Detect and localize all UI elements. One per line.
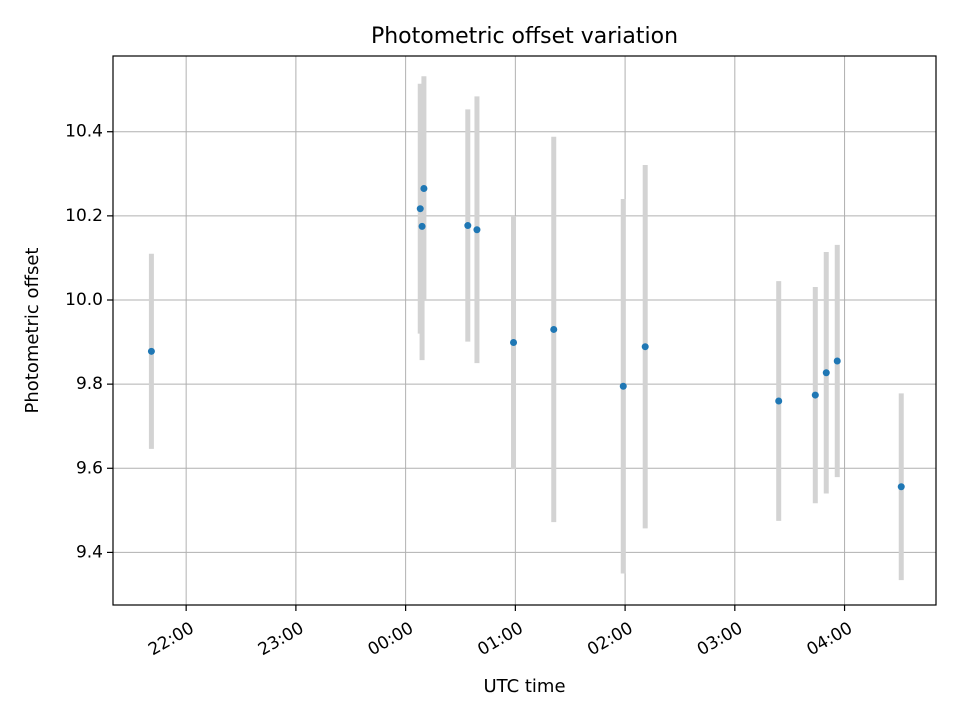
y-tick-label: 9.4 [76, 542, 103, 562]
data-point [418, 222, 426, 230]
y-tick-label: 10.0 [65, 290, 103, 310]
y-tick-label: 10.2 [65, 206, 103, 226]
y-tick-label: 10.4 [65, 122, 103, 142]
y-tick-label: 9.8 [76, 374, 103, 394]
x-axis-label: UTC time [483, 676, 565, 697]
y-tick-label: 9.6 [76, 458, 103, 478]
data-point [641, 343, 649, 351]
data-point [473, 226, 481, 234]
data-point [510, 338, 518, 346]
data-point [775, 397, 783, 405]
data-point [897, 483, 905, 491]
chart-title: Photometric offset variation [371, 24, 678, 49]
plot-frame [112, 55, 937, 606]
data-point [550, 325, 558, 333]
data-points [147, 185, 905, 491]
data-point [833, 357, 841, 365]
data-point [811, 391, 819, 399]
data-point [416, 205, 424, 213]
y-axis-label: Photometric offset [22, 248, 43, 414]
data-point [147, 347, 155, 355]
data-point [420, 185, 428, 193]
y-axis-ticks: 9.4 9.6 9.8 10.0 10.2 10.4 [65, 122, 113, 562]
data-point [464, 222, 472, 230]
grid [113, 56, 936, 605]
data-point [822, 369, 830, 377]
data-point [619, 382, 627, 390]
